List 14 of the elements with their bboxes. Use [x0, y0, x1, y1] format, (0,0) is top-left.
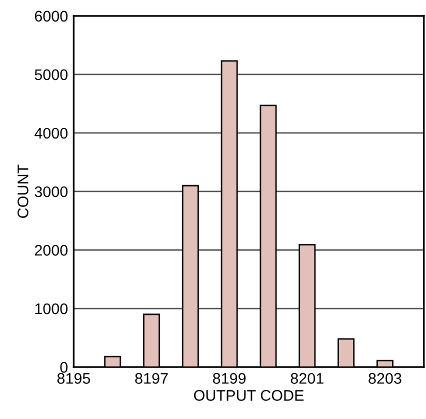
- y-tick-label: 3000: [34, 186, 68, 198]
- x-tick-label: 8195: [57, 373, 90, 384]
- x-tick-label: 8197: [135, 373, 168, 384]
- x-tick-label: 8199: [213, 373, 246, 384]
- y-tick-label: 0: [60, 362, 68, 373]
- y-tick-label: 1000: [35, 303, 68, 314]
- y-tick-label: 2000: [34, 244, 68, 256]
- y-axis-title: COUNT: [18, 164, 28, 218]
- x-tick-label: 8201: [290, 373, 324, 384]
- y-tick-label: 4000: [34, 128, 68, 139]
- x-axis-title: OUTPUT CODE: [194, 390, 304, 401]
- y-tick-label: 5000: [34, 69, 68, 80]
- y-tick-label: 6000: [34, 10, 68, 22]
- x-tick-label: 8203: [368, 373, 402, 384]
